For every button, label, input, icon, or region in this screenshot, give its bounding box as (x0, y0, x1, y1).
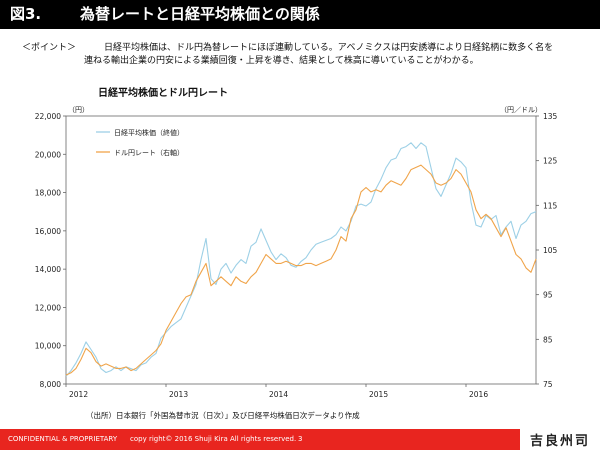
legend-label: ドル円レート（右軸） (114, 148, 184, 157)
left-tick-label: 14,000 (35, 265, 61, 274)
left-tick-label: 18,000 (35, 189, 61, 198)
right-axis-unit: （円／ドル） (500, 106, 542, 114)
right-tick-label: 125 (543, 157, 558, 166)
chart-title: 日経平均株価とドル円レート (98, 88, 228, 99)
source-note: （出所）日本銀行「外国為替市況（日次）」及び日経平均株価日次データより作成 (86, 411, 360, 420)
left-tick-label: 22,000 (35, 112, 61, 121)
x-tick-label: 2014 (269, 390, 288, 399)
right-tick-label: 95 (543, 291, 553, 300)
legend-label: 日経平均株価（終値） (114, 128, 184, 137)
footer-bar: CONFIDENTIAL & PROPRIETARY copy right© 2… (0, 429, 520, 450)
x-tick-label: 2013 (169, 390, 188, 399)
left-tick-label: 12,000 (35, 303, 61, 312)
signature-logo: 吉良州司 (530, 434, 591, 449)
right-tick-label: 115 (543, 201, 558, 210)
slide-title: 為替レートと日経平均株価との関係 (80, 5, 320, 23)
x-tick-label: 2015 (369, 390, 388, 399)
left-tick-label: 8,000 (40, 380, 62, 389)
point-label: ＜ポイント＞ (22, 43, 77, 53)
nikkei-series-line (65, 142, 537, 377)
x-tick-label: 2012 (69, 390, 88, 399)
right-tick-label: 75 (543, 380, 553, 389)
right-tick-label: 135 (543, 112, 558, 121)
usdjpy-series-line (65, 164, 537, 376)
point-text-line2: 連ねる輸出企業の円安による業績回復・上昇を導き、結果として株高に導いていることが… (84, 56, 479, 66)
point-text-line1: 日経平均株価は、ドル円為替レートにほぼ連動している。アベノミクスは円安誘導により… (104, 43, 554, 53)
left-axis-unit: （円） (68, 106, 89, 114)
confidential-label: CONFIDENTIAL & PROPRIETARY (8, 435, 118, 443)
left-tick-label: 16,000 (35, 227, 61, 236)
left-tick-label: 20,000 (35, 150, 61, 159)
x-tick-label: 2016 (469, 390, 488, 399)
copyright-text: copy right© 2016 Shuji Kira All rights r… (130, 435, 297, 443)
figure-number: 図3. (10, 5, 42, 23)
page-number: 3 (298, 435, 303, 443)
title-bar: 図3. 為替レートと日経平均株価との関係 (0, 0, 600, 29)
left-tick-label: 10,000 (35, 342, 61, 351)
right-tick-label: 105 (543, 246, 558, 255)
right-tick-label: 85 (543, 335, 553, 344)
chart: 8,000 10,000 12,000 14,000 16,000 18,000 20,00… (35, 106, 558, 399)
